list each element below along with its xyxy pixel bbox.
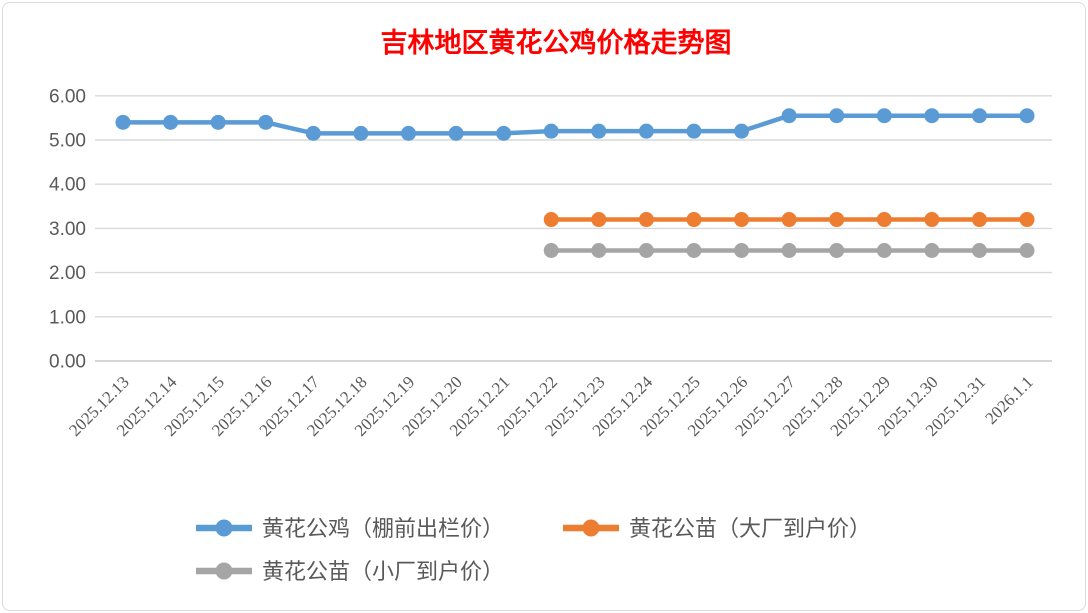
legend: 黄花公鸡（棚前出栏价） 黄花公苗（大厂到户价） 黄花公苗（小厂到户价）	[196, 516, 871, 584]
data-point	[258, 114, 274, 130]
price-trend-line-chart: 吉林地区黄花公鸡价格走势图 0.00 1.00 2.00 3.00 4.00 5.00 6.…	[49, 28, 1052, 584]
data-point	[638, 212, 654, 228]
series-2	[543, 243, 1035, 258]
x-axis-tick-label: 2026.1.1	[981, 372, 1037, 428]
data-point	[734, 123, 750, 139]
data-point	[591, 243, 607, 258]
data-point	[496, 125, 512, 141]
data-point	[448, 125, 464, 141]
data-point	[971, 108, 987, 124]
legend-item: 黄花公苗（小厂到户价）	[196, 559, 504, 584]
y-axis-tick-label: 1.00	[49, 307, 86, 328]
data-point	[876, 108, 892, 124]
legend-item: 黄花公苗（大厂到户价）	[563, 516, 871, 541]
y-axis-tick-label: 2.00	[49, 263, 86, 284]
legend-item-label: 黄花公鸡（棚前出栏价）	[262, 516, 504, 541]
data-point	[971, 243, 987, 258]
data-point	[543, 243, 559, 258]
chart-title: 吉林地区黄花公鸡价格走势图	[381, 28, 732, 58]
data-point	[734, 243, 750, 258]
data-point	[305, 125, 321, 141]
data-point	[781, 243, 797, 258]
data-point	[924, 108, 940, 124]
series-line	[120, 113, 1030, 136]
legend-marker-dot	[215, 562, 233, 580]
data-point	[1019, 108, 1035, 124]
series-0	[115, 108, 1035, 141]
data-point	[829, 243, 845, 258]
legend-item-label: 黄花公苗（大厂到户价）	[629, 516, 871, 541]
legend-marker-dot	[582, 519, 600, 537]
data-point	[543, 212, 559, 228]
data-point	[971, 212, 987, 228]
data-point	[638, 123, 654, 139]
data-point	[876, 212, 892, 228]
data-point	[115, 114, 131, 130]
data-point	[543, 123, 559, 139]
data-point	[686, 243, 702, 258]
y-axis-tick-label: 6.00	[49, 86, 86, 107]
data-point	[1019, 212, 1035, 228]
y-axis-tick-label: 3.00	[49, 219, 86, 240]
data-point	[829, 212, 845, 228]
data-point	[734, 212, 750, 228]
data-point	[591, 123, 607, 139]
series-lines	[115, 108, 1035, 258]
y-axis-labels: 0.00 1.00 2.00 3.00 4.00 5.00 6.00	[49, 86, 86, 372]
data-point	[353, 125, 369, 141]
data-point	[781, 108, 797, 124]
legend-item: 黄花公鸡（棚前出栏价）	[196, 516, 504, 541]
data-point	[781, 212, 797, 228]
data-point	[1019, 243, 1035, 258]
legend-marker-dot	[215, 519, 233, 537]
y-axis-tick-label: 4.00	[49, 175, 86, 196]
data-point	[924, 243, 940, 258]
x-axis-labels: 2025.12.132025.12.142025.12.152025.12.16…	[65, 372, 1037, 440]
series-1	[543, 212, 1035, 228]
data-point	[163, 114, 179, 130]
gridlines	[95, 95, 1052, 362]
y-axis-tick-label: 0.00	[49, 352, 86, 373]
data-point	[924, 212, 940, 228]
data-point	[686, 212, 702, 228]
data-point	[210, 114, 226, 130]
y-axis-tick-label: 5.00	[49, 131, 86, 152]
data-point	[400, 125, 416, 141]
data-point	[829, 108, 845, 124]
data-point	[876, 243, 892, 258]
data-point	[638, 243, 654, 258]
data-point	[686, 123, 702, 139]
legend-item-label: 黄花公苗（小厂到户价）	[262, 559, 504, 584]
data-point	[591, 212, 607, 228]
